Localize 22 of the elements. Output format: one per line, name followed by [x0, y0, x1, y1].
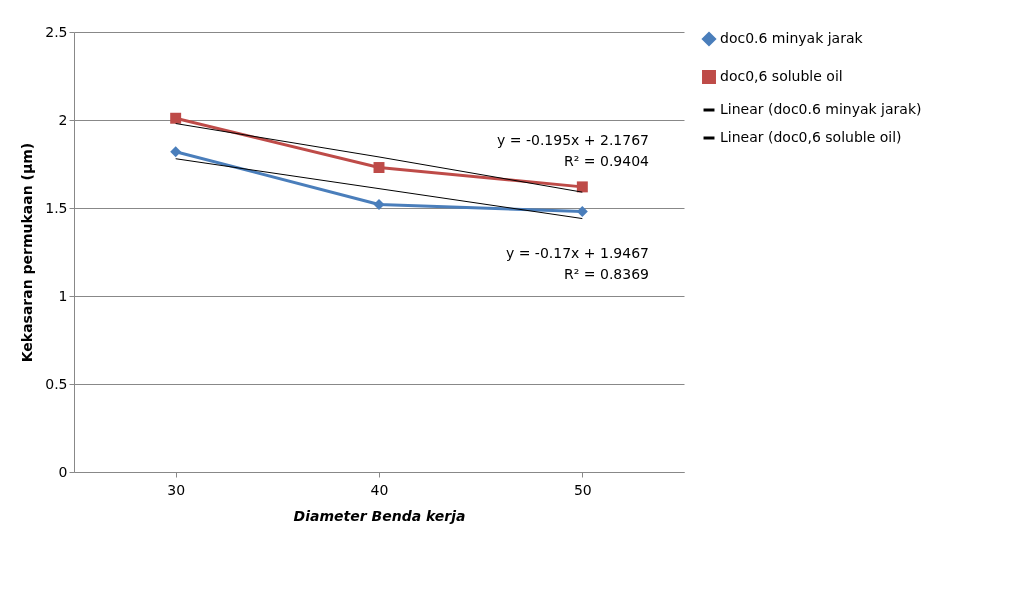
point — [576, 206, 588, 217]
y-axis-title: Kekasaran permukaan (µm) — [19, 142, 36, 363]
y-tick-label: 2.5 — [45, 23, 68, 40]
legend-label: doc0,6 soluble oil — [720, 68, 843, 84]
x-tick-label: 40 — [370, 481, 389, 498]
y-tick-label: 2 — [58, 111, 68, 128]
annotation: y = -0.195x + 2.1767 — [497, 132, 649, 148]
x-tick-label: 50 — [573, 481, 592, 498]
x-tick-label: 30 — [167, 481, 186, 498]
annotation: y = -0.17x + 1.9467 — [505, 245, 649, 261]
point — [170, 146, 182, 158]
legend-label: doc0.6 minyak jarak — [720, 30, 864, 46]
x-axis-title: Diameter Benda kerja — [293, 507, 466, 524]
legend-label: Linear (doc0,6 soluble oil) — [720, 129, 902, 145]
annotation: R² = 0.9404 — [564, 153, 650, 169]
y-tick-label: 0.5 — [45, 375, 68, 392]
y-tick-label: 1.5 — [45, 199, 68, 216]
annotation: R² = 0.8369 — [564, 266, 649, 282]
y-tick-label: 1 — [58, 287, 68, 304]
point — [373, 199, 385, 210]
legend-label: Linear (doc0.6 minyak jarak) — [720, 101, 922, 117]
y-tick-label: 0 — [58, 463, 68, 480]
